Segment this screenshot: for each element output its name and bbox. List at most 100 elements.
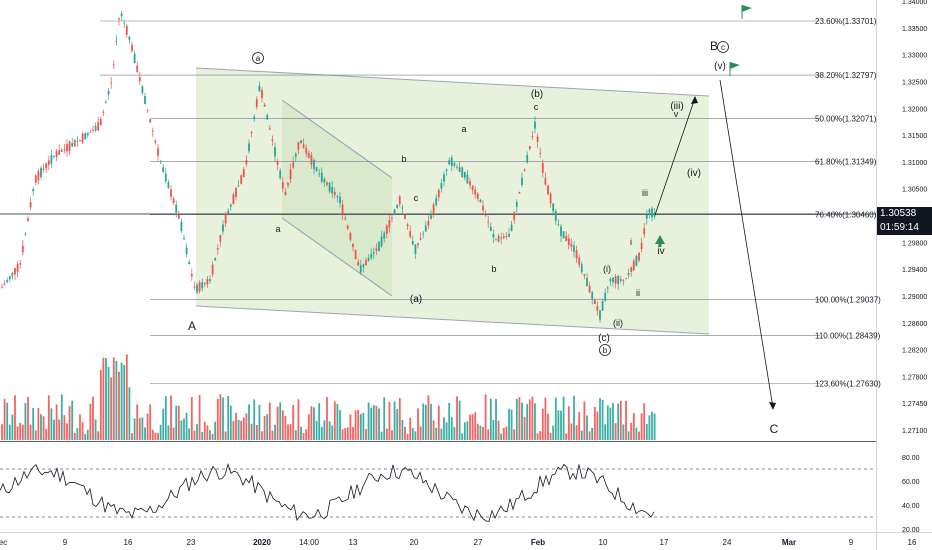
candle	[596, 306, 599, 311]
volume-bar	[193, 430, 196, 440]
candle	[60, 150, 63, 152]
volume-bar	[385, 428, 388, 440]
volume-bar	[71, 400, 74, 440]
candle	[450, 157, 453, 167]
volume-bar	[583, 401, 586, 440]
volume-bar	[380, 431, 383, 440]
volume-bar	[151, 429, 154, 440]
candle	[632, 260, 635, 271]
countdown-badge: 01:59:14	[877, 221, 932, 235]
candle	[609, 278, 612, 282]
inner-channel-lower[interactable]	[281, 217, 393, 297]
volume-bar	[339, 410, 341, 440]
volume-bar	[107, 366, 110, 440]
candle	[294, 154, 297, 157]
candle	[359, 265, 362, 273]
candle	[40, 167, 42, 178]
candle	[94, 126, 97, 131]
volume-bar	[586, 415, 588, 440]
volume-bar	[102, 357, 105, 440]
candle	[188, 261, 191, 265]
volume-bar	[183, 418, 185, 440]
volume-bar	[146, 413, 149, 440]
volume-bar	[601, 399, 604, 440]
candle	[502, 236, 505, 238]
volume-bar	[562, 396, 565, 440]
candle	[365, 259, 367, 266]
candle	[466, 174, 469, 184]
rsi-line[interactable]	[0, 463, 655, 522]
volume-bar	[105, 358, 107, 440]
candle	[167, 182, 170, 189]
candle	[115, 41, 118, 42]
candle	[383, 232, 386, 239]
candle	[112, 64, 115, 66]
volume-bar	[289, 424, 292, 440]
volume-bar	[404, 426, 406, 440]
volume-bar	[502, 428, 505, 440]
volume-bar	[112, 357, 115, 440]
volume-bar	[461, 433, 464, 440]
candle	[76, 141, 79, 142]
candle	[541, 162, 544, 173]
wave-label: B	[710, 39, 718, 53]
volume-bar	[118, 371, 120, 440]
inner-channel-upper[interactable]	[281, 99, 393, 179]
circled-wave-marker	[717, 41, 729, 53]
rsi-tick-label: 40.00	[902, 503, 920, 510]
volume-bar	[521, 402, 523, 440]
volume-bar	[120, 362, 123, 440]
volume-bar	[596, 411, 599, 440]
channel-upper-line[interactable]	[195, 67, 710, 97]
candle	[266, 115, 269, 120]
volume-bar	[73, 433, 76, 440]
candle	[604, 292, 607, 301]
candle	[648, 209, 651, 213]
candle	[81, 133, 84, 143]
volume-bar	[315, 420, 318, 440]
wave-label: iii	[642, 188, 648, 198]
candle	[305, 148, 308, 154]
volume-bar	[606, 405, 609, 440]
channel-lower-line[interactable]	[195, 305, 710, 335]
candle	[557, 224, 560, 226]
volume-bar	[94, 419, 97, 440]
rsi-tick-label: 60.00	[902, 479, 920, 486]
volume-bar	[331, 425, 334, 440]
volume-bar	[133, 418, 136, 440]
price-tick-label: 1.29800	[902, 240, 927, 247]
candle	[367, 257, 370, 261]
candle	[562, 231, 565, 239]
candle	[419, 238, 422, 240]
volume-bar	[131, 433, 133, 440]
volume-bar	[588, 431, 591, 440]
time-tick-label: Feb	[531, 538, 545, 547]
projection-wave-iii[interactable]	[654, 97, 696, 216]
volume-bar	[159, 424, 162, 440]
candle	[396, 204, 399, 208]
candle	[479, 199, 482, 203]
wave-label: A	[188, 319, 196, 333]
projection-wave-C[interactable]	[719, 79, 774, 409]
candle	[63, 148, 66, 150]
volume-bar	[144, 427, 146, 440]
candle	[86, 132, 89, 136]
candle	[500, 237, 503, 239]
volume-bar	[216, 399, 219, 440]
volume-bar	[627, 431, 630, 440]
candle	[448, 160, 451, 165]
volume-bar	[240, 420, 243, 440]
candle	[627, 273, 630, 275]
candle	[55, 151, 58, 157]
volume-bar	[632, 413, 635, 440]
candle	[300, 140, 302, 144]
candle	[583, 274, 586, 276]
wave-label: (b)	[531, 89, 543, 100]
volume-bar	[53, 419, 55, 440]
candle	[240, 175, 243, 184]
volume-bar	[198, 394, 201, 440]
volume-bar	[328, 421, 331, 440]
circled-wave-label: b	[603, 346, 608, 355]
volume-bar	[89, 403, 92, 440]
